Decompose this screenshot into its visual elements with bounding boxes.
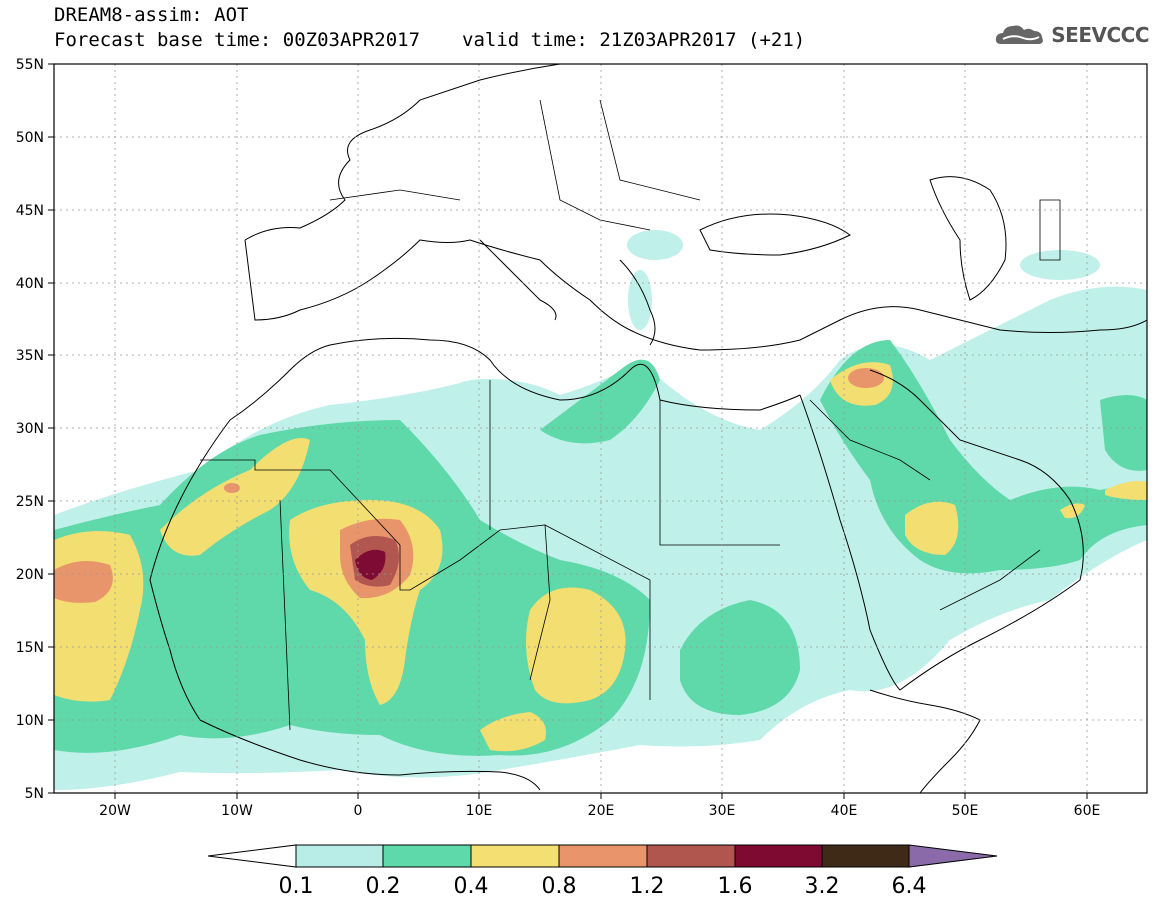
colorbar (207, 844, 998, 868)
colorbar-swatch (295, 844, 384, 868)
aot-field (54, 64, 1147, 793)
lon-label: 50E (952, 803, 979, 819)
colorbar-swatch (821, 844, 910, 868)
colorbar-low-arrow (207, 844, 297, 868)
lon-label: 10E (466, 803, 493, 819)
colorbar-swatch (558, 844, 648, 868)
longitude-labels: 20W 10W 0 10E 20E 30E 40E 50E 60E (99, 803, 1100, 819)
colorbar-swatch (734, 844, 823, 868)
lon-label: 20E (588, 803, 615, 819)
colorbar-label: 0.8 (542, 874, 577, 899)
colorbar-label: 0.4 (454, 874, 489, 899)
colorbar-label: 6.4 (892, 874, 927, 899)
lat-label: 5N (25, 786, 44, 802)
lon-label: 30E (709, 803, 736, 819)
lon-label: 0 (354, 803, 363, 819)
colorbar-high-arrow (908, 844, 998, 868)
lat-label: 40N (16, 276, 44, 292)
lon-label: 40E (831, 803, 858, 819)
lat-label: 55N (16, 57, 44, 73)
lat-label: 25N (16, 494, 44, 510)
colorbar-labels: 0.1 0.2 0.4 0.8 1.2 1.6 3.2 6.4 (279, 874, 927, 899)
coastlines (149, 64, 1147, 793)
lat-label: 45N (16, 203, 44, 219)
time-info: Forecast base time: 00Z03APR2017 valid ti… (54, 29, 805, 51)
lat-label: 30N (16, 421, 44, 437)
lat-label: 20N (16, 567, 44, 583)
latitude-labels: 55N 50N 45N 40N 35N 30N 25N 20N 15N 10N … (16, 57, 44, 802)
lon-label: 10W (221, 803, 253, 819)
lon-label: 60E (1074, 803, 1101, 819)
base-time: Forecast base time: 00Z03APR2017 (54, 29, 421, 51)
aot-level-1.6 (355, 549, 386, 580)
colorbar-label: 1.2 (630, 874, 665, 899)
lat-label: 15N (16, 640, 44, 656)
lat-label: 10N (16, 713, 44, 729)
logo-text: SEEVCCC (1051, 23, 1149, 47)
colorbar-swatch (382, 844, 472, 868)
colorbar-label: 0.2 (366, 874, 401, 899)
borders (200, 99, 1061, 731)
seevccc-logo: SEEVCCC (993, 20, 1149, 50)
cloud-icon (996, 25, 1044, 44)
colorbar-label: 1.6 (718, 874, 753, 899)
lat-label: 35N (16, 348, 44, 364)
colorbar-swatch (646, 844, 736, 868)
gridlines (54, 64, 1147, 793)
map-title: DREAM8-assim: AOT (54, 4, 249, 26)
colorbar-swatch (470, 844, 560, 868)
colorbar-label: 0.1 (279, 874, 314, 899)
lon-label: 20W (99, 803, 131, 819)
valid-time: valid time: 21Z03APR2017 (+21) (462, 29, 806, 51)
colorbar-label: 3.2 (805, 874, 840, 899)
lat-label: 50N (16, 130, 44, 146)
tick-marks (48, 63, 1088, 799)
